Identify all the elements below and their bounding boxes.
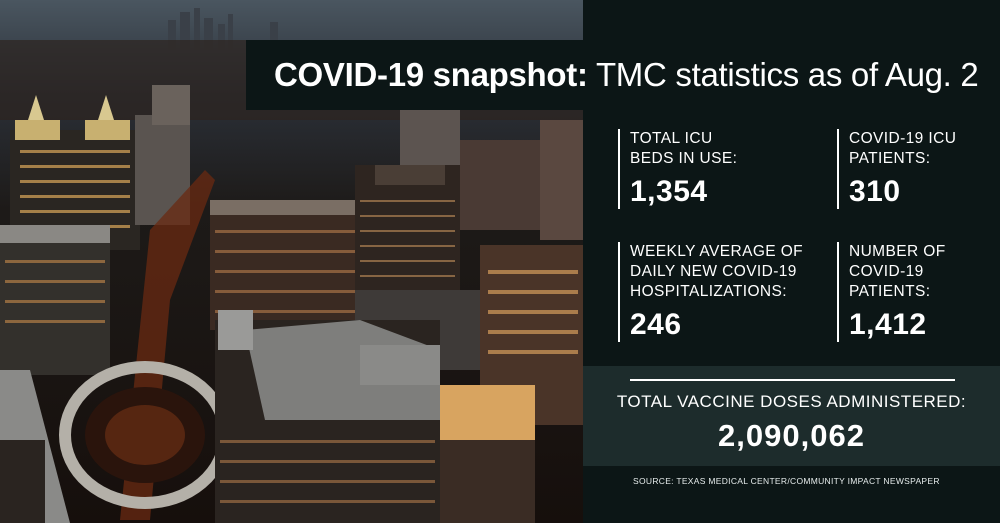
title-bold: COVID-19 snapshot: [274, 56, 588, 93]
stat-icu-beds-value: 1,354 [630, 175, 708, 208]
stat-covid-icu-value: 310 [849, 175, 901, 208]
page-title: COVID-19 snapshot: TMC statistics as of … [274, 56, 979, 94]
vaccine-value: 2,090,062 [718, 418, 865, 453]
stat-covid-patients: Number of COVID-19 patients: 1,412 [837, 242, 946, 342]
stat-weekly-average: Weekly average of daily new COVID-19 hos… [618, 242, 803, 342]
stat-weekly-average-value: 246 [630, 308, 682, 341]
stat-covid-patients-label: Number of COVID-19 patients: [849, 243, 946, 300]
city-skyline-illustration [0, 8, 585, 523]
title-bar: COVID-19 snapshot: TMC statistics as of … [246, 40, 1000, 110]
stat-icu-beds-label: Total ICU beds in use: [630, 130, 738, 167]
vaccine-label: Total vaccine doses administered: [616, 392, 967, 411]
stat-icu-beds: Total ICU beds in use: 1,354 [618, 129, 737, 209]
vaccine-box: Total vaccine doses administered: 2,090,… [583, 366, 1000, 466]
stat-covid-icu: COVID-19 ICU patients: 310 [837, 129, 956, 209]
vaccine-divider [630, 379, 955, 381]
stat-weekly-average-label: Weekly average of daily new COVID-19 hos… [630, 243, 804, 300]
source-credit: SOURCE: TEXAS MEDICAL CENTER/COMMUNITY I… [633, 476, 940, 486]
stat-covid-patients-value: 1,412 [849, 308, 927, 341]
title-rest: TMC statistics as of Aug. 2 [595, 56, 979, 93]
stat-covid-icu-label: COVID-19 ICU patients: [849, 130, 957, 167]
